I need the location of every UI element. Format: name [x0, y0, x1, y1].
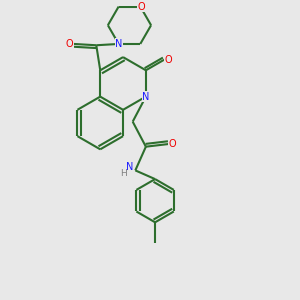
Text: O: O: [165, 55, 172, 65]
Text: N: N: [115, 39, 122, 49]
Text: O: O: [169, 139, 176, 149]
Text: N: N: [126, 163, 134, 172]
Text: N: N: [142, 92, 150, 102]
Text: O: O: [66, 39, 73, 49]
Text: O: O: [137, 2, 145, 11]
Text: H: H: [120, 169, 126, 178]
